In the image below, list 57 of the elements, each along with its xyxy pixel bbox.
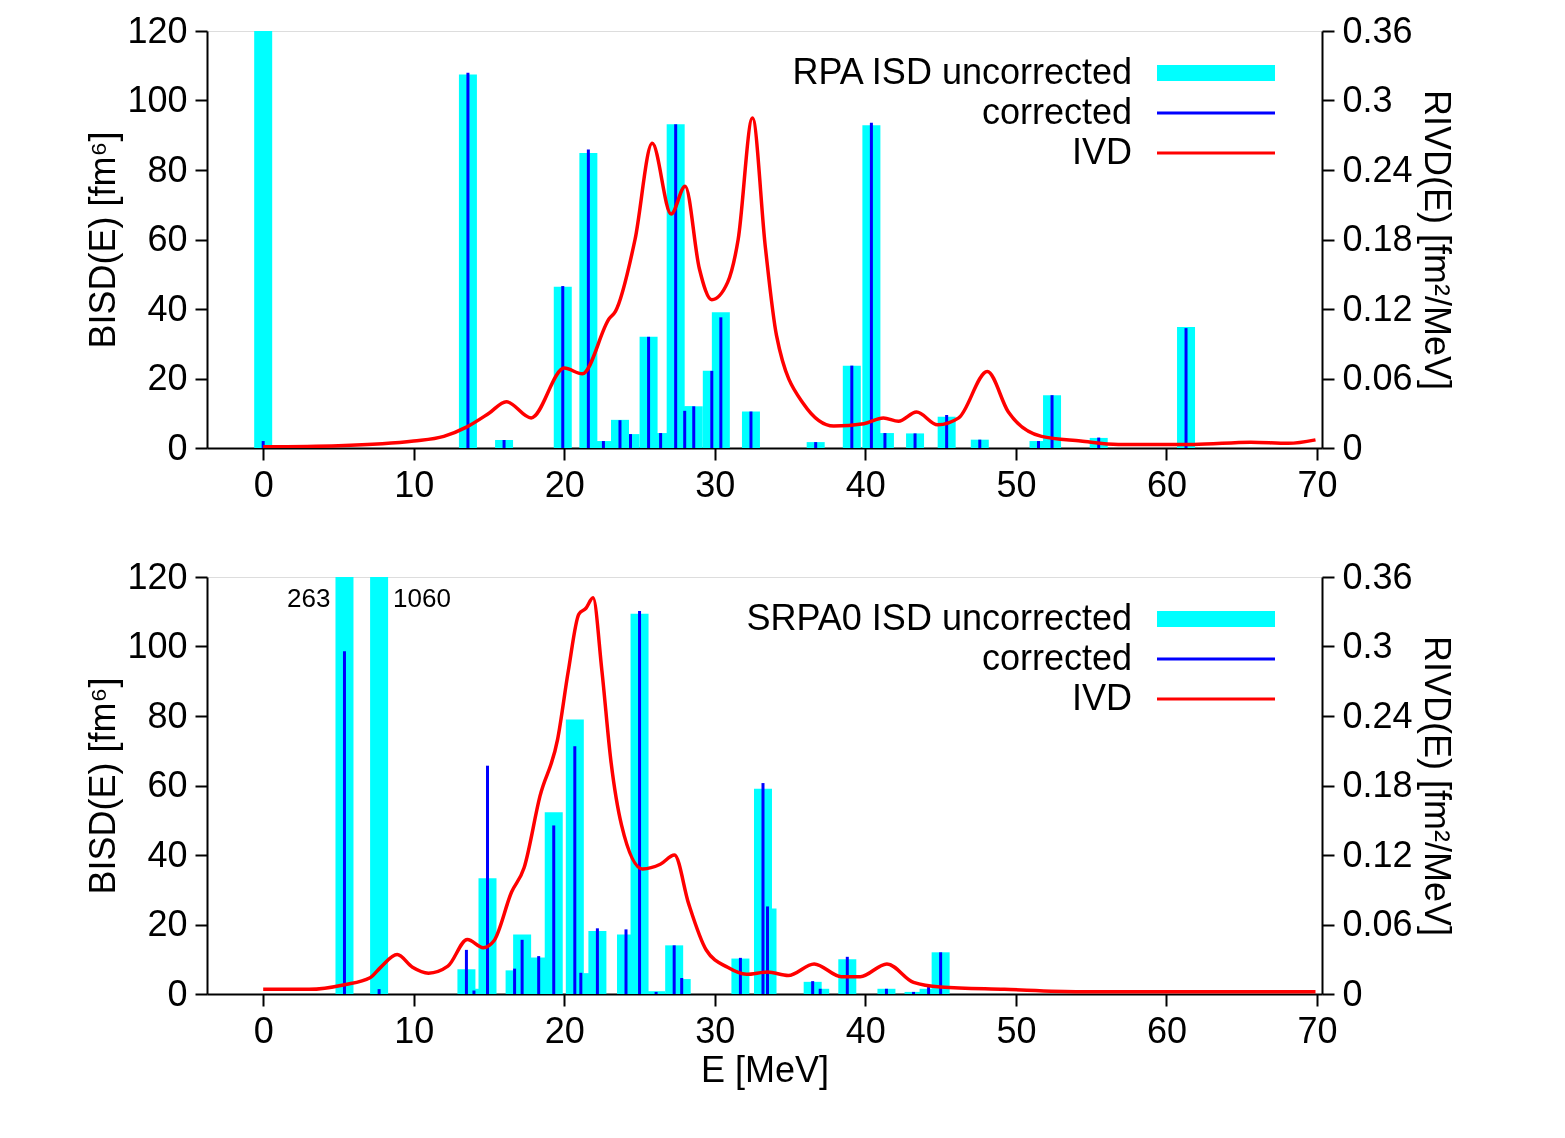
annotation: 263 (287, 583, 331, 613)
x-tick-label: 70 (1297, 463, 1338, 505)
x-tick-label: 60 (1146, 1009, 1187, 1051)
x-tick-label: 30 (695, 463, 736, 505)
x-tick-label: 30 (695, 1009, 736, 1051)
y-tick-label: 40 (147, 833, 188, 875)
legend-label: corrected (981, 91, 1132, 132)
y2-tick-label: 0.12 (1342, 287, 1413, 329)
legend-label: SRPA0 ISD uncorrected (746, 597, 1132, 638)
y2-tick-label: 0.06 (1342, 903, 1413, 944)
x-tick-label: 40 (845, 1009, 886, 1051)
x-tick-label: 50 (996, 463, 1037, 505)
y2-axis-title: RIVD(E) [fm²/MeV] (1416, 89, 1458, 391)
y-axis-title: BISD(E) [fm⁶] (82, 677, 124, 895)
y2-tick-label: 0.3 (1342, 79, 1393, 120)
x-axis-title: E [MeV] (700, 1048, 830, 1090)
y2-tick-label: 0 (1342, 426, 1363, 468)
y-tick-label: 120 (127, 555, 188, 597)
y-tick-label: 20 (147, 903, 188, 944)
y-tick-label: 60 (147, 764, 188, 805)
legend-label: IVD (1071, 677, 1132, 718)
x-tick-label: 0 (253, 463, 274, 505)
x-tick-label: 50 (996, 1009, 1037, 1051)
y-tick-label: 0 (167, 426, 188, 468)
y2-tick-label: 0.24 (1342, 148, 1413, 190)
legend-label: corrected (981, 637, 1132, 678)
y-tick-label: 100 (127, 625, 188, 666)
y2-axis-title: RIVD(E) [fm²/MeV] (1416, 635, 1458, 937)
y-tick-label: 40 (147, 287, 188, 329)
x-tick-label: 70 (1297, 1009, 1338, 1051)
y2-tick-label: 0.24 (1342, 694, 1413, 736)
y2-tick-label: 0.3 (1342, 625, 1393, 666)
y2-tick-label: 0.18 (1342, 218, 1413, 259)
y-tick-label: 120 (127, 9, 188, 51)
y2-tick-label: 0.06 (1342, 357, 1413, 398)
x-tick-label: 40 (845, 463, 886, 505)
y-axis-title: BISD(E) [fm⁶] (82, 131, 124, 349)
legend-label: IVD (1071, 131, 1132, 172)
x-tick-label: 60 (1146, 463, 1187, 505)
x-tick-label: 10 (394, 463, 435, 505)
annotation: 1060 (393, 583, 451, 613)
y-tick-label: 80 (147, 148, 188, 190)
y-tick-label: 100 (127, 79, 188, 120)
y2-tick-label: 0.18 (1342, 764, 1413, 805)
x-tick-label: 0 (253, 1009, 274, 1051)
y-tick-label: 0 (167, 972, 188, 1014)
x-tick-label: 20 (544, 1009, 585, 1051)
x-tick-label: 20 (544, 463, 585, 505)
x-tick-label: 10 (394, 1009, 435, 1051)
y-tick-label: 20 (147, 357, 188, 398)
legend-label: RPA ISD uncorrected (792, 51, 1132, 92)
y-tick-label: 60 (147, 218, 188, 259)
y-tick-label: 80 (147, 694, 188, 736)
y2-tick-label: 0.36 (1342, 555, 1413, 597)
y2-tick-label: 0.36 (1342, 9, 1413, 51)
y2-tick-label: 0 (1342, 972, 1363, 1014)
y2-tick-label: 0.12 (1342, 833, 1413, 875)
